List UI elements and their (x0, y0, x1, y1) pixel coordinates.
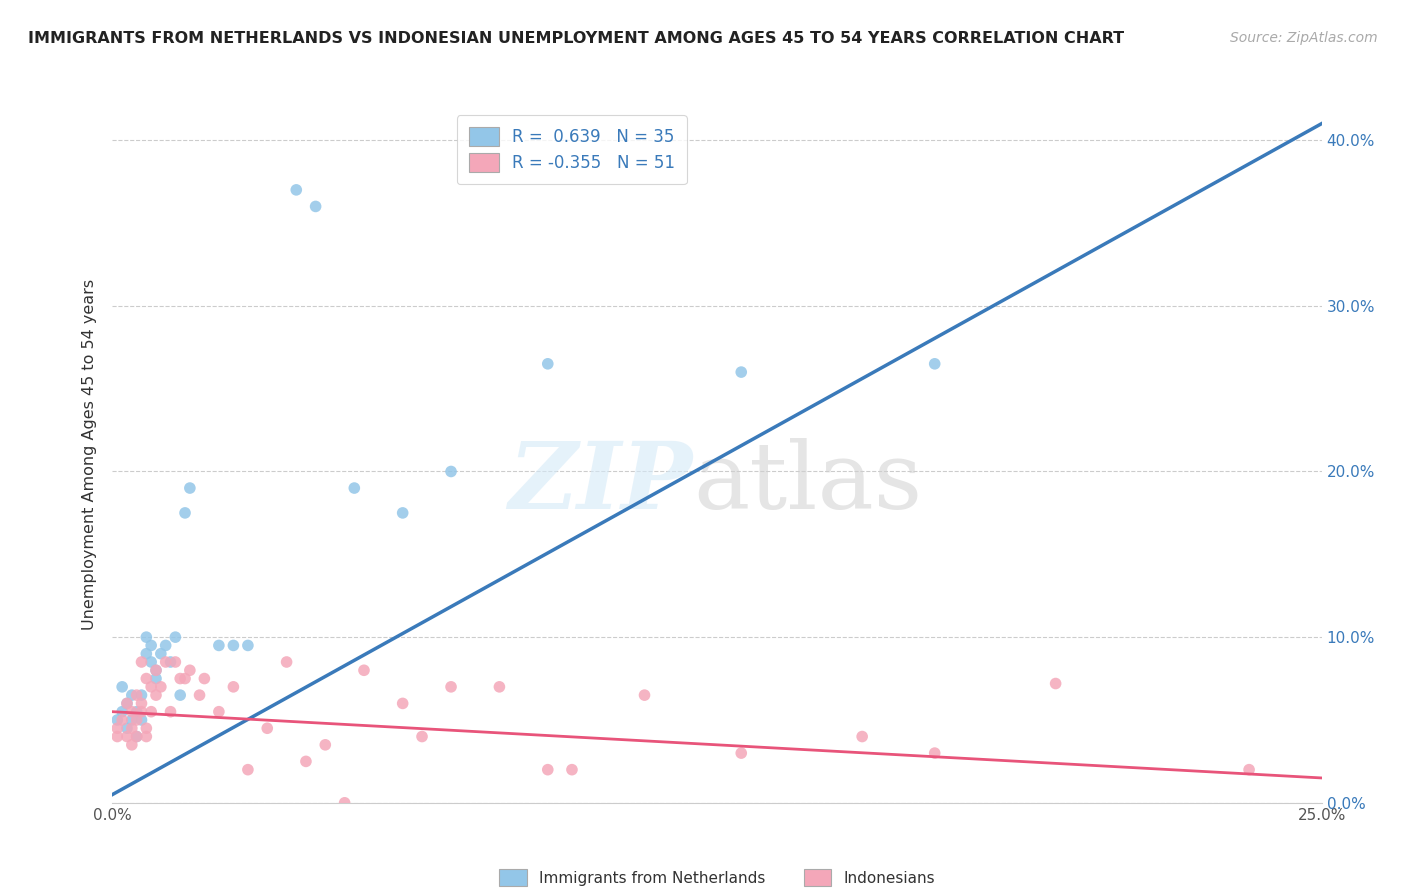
Legend: Immigrants from Netherlands, Indonesians: Immigrants from Netherlands, Indonesians (494, 863, 941, 892)
Point (131, 688, 153, 702)
Point (159, 655, 181, 669)
Point (851, 730, 873, 744)
Point (333, 796, 356, 810)
Point (924, 357, 946, 371)
Point (169, 672, 191, 686)
Text: ZIP: ZIP (509, 438, 693, 528)
Point (276, 655, 298, 669)
Point (179, 481, 201, 495)
Point (155, 639, 177, 653)
Point (115, 721, 138, 735)
Point (208, 639, 231, 653)
Point (141, 705, 163, 719)
Point (125, 730, 148, 744)
Point (145, 663, 167, 677)
Point (159, 705, 181, 719)
Point (222, 680, 245, 694)
Point (135, 630, 157, 644)
Point (314, 738, 336, 752)
Point (131, 705, 153, 719)
Point (121, 738, 143, 752)
Point (285, 183, 308, 197)
Point (155, 655, 177, 669)
Point (924, 746, 946, 760)
Point (115, 697, 138, 711)
Point (149, 680, 172, 694)
Point (488, 680, 510, 694)
Point (125, 688, 148, 702)
Point (141, 655, 163, 669)
Point (188, 688, 211, 702)
Point (537, 357, 560, 371)
Point (179, 663, 201, 677)
Point (174, 506, 197, 520)
Point (111, 705, 134, 719)
Point (141, 680, 163, 694)
Point (131, 655, 153, 669)
Text: IMMIGRANTS FROM NETHERLANDS VS INDONESIAN UNEMPLOYMENT AMONG AGES 45 TO 54 YEARS: IMMIGRANTS FROM NETHERLANDS VS INDONESIA… (28, 31, 1125, 46)
Point (121, 688, 143, 702)
Point (115, 730, 138, 744)
Point (165, 655, 187, 669)
Point (135, 730, 157, 744)
Point (125, 730, 148, 744)
Point (440, 680, 463, 694)
Point (105, 730, 128, 744)
Point (121, 713, 143, 727)
Point (145, 688, 167, 702)
Point (105, 713, 128, 727)
Point (145, 663, 167, 677)
Point (295, 755, 318, 769)
Point (343, 481, 366, 495)
Point (131, 713, 153, 727)
Point (440, 465, 463, 479)
Point (730, 365, 752, 379)
Point (165, 630, 187, 644)
Point (121, 705, 143, 719)
Point (135, 647, 157, 661)
Point (537, 763, 560, 777)
Point (111, 680, 134, 694)
Point (141, 639, 163, 653)
Point (1237, 763, 1260, 777)
Point (208, 705, 231, 719)
Point (131, 697, 153, 711)
Point (105, 721, 128, 735)
Point (169, 688, 191, 702)
Point (353, 663, 375, 677)
Point (391, 506, 413, 520)
Point (174, 672, 197, 686)
Point (304, 199, 326, 213)
Point (121, 721, 143, 735)
Y-axis label: Unemployment Among Ages 45 to 54 years: Unemployment Among Ages 45 to 54 years (82, 279, 97, 631)
Point (125, 705, 148, 719)
Point (111, 713, 134, 727)
Point (115, 697, 138, 711)
Point (149, 647, 172, 661)
Point (633, 688, 655, 702)
Point (1045, 676, 1067, 690)
Point (222, 639, 245, 653)
Point (135, 672, 157, 686)
Point (256, 721, 278, 735)
Point (135, 721, 157, 735)
Point (236, 639, 259, 653)
Point (193, 672, 215, 686)
Point (391, 697, 413, 711)
Point (145, 672, 167, 686)
Point (125, 713, 148, 727)
Point (236, 763, 259, 777)
Text: atlas: atlas (693, 438, 922, 528)
Point (411, 730, 433, 744)
Text: Source: ZipAtlas.com: Source: ZipAtlas.com (1230, 31, 1378, 45)
Point (730, 746, 752, 760)
Point (561, 763, 583, 777)
